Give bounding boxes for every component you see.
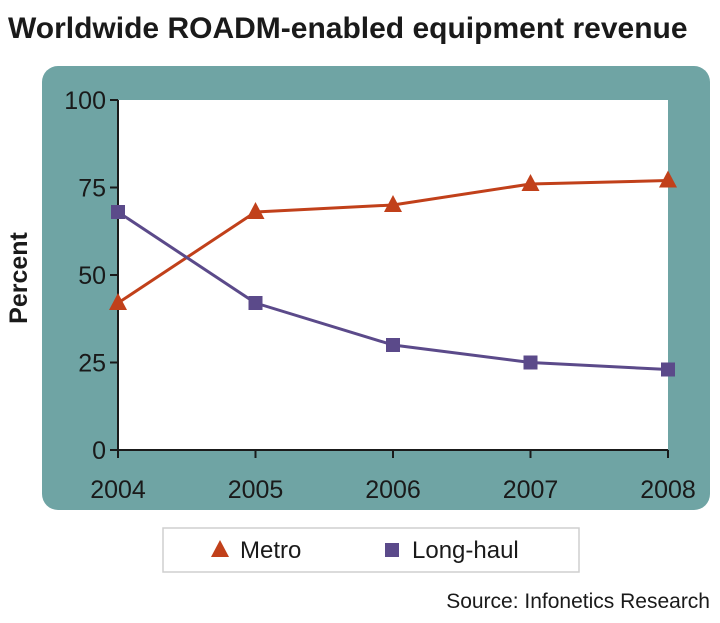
data-point-metro bbox=[384, 195, 402, 212]
legend bbox=[162, 527, 580, 573]
legend-marker-long-haul bbox=[385, 543, 399, 557]
data-point-metro bbox=[246, 202, 265, 219]
data-point-long-haul bbox=[661, 362, 675, 377]
y-tick-label: 100 bbox=[64, 87, 106, 115]
y-axis-label: Percent bbox=[5, 231, 33, 323]
axes: 0 25 50 75 100 2004 2005 2006 2007 2008 bbox=[64, 87, 696, 504]
data-point-metro bbox=[521, 174, 540, 191]
legend-marker-metro bbox=[211, 540, 229, 557]
x-tick-label: 2007 bbox=[503, 476, 559, 504]
legend-label-long-haul: Long-haul bbox=[412, 537, 519, 564]
y-tick-label: 25 bbox=[78, 350, 106, 378]
legend-items: Metro Long-haul bbox=[211, 537, 519, 564]
y-tick-label: 0 bbox=[92, 437, 106, 465]
series-layer bbox=[109, 170, 677, 377]
data-point-metro bbox=[109, 293, 127, 310]
y-tick-label: 50 bbox=[78, 262, 106, 290]
series-long-haul bbox=[111, 205, 675, 377]
data-point-metro bbox=[659, 170, 677, 188]
x-tick-label: 2004 bbox=[90, 476, 146, 504]
x-tick-label: 2008 bbox=[640, 476, 696, 504]
y-tick-label: 75 bbox=[78, 175, 106, 203]
series-metro bbox=[109, 170, 677, 310]
data-point-long-haul bbox=[111, 205, 125, 219]
data-point-long-haul bbox=[386, 338, 400, 352]
chart-title: Worldwide ROADM-enabled equipment revenu… bbox=[8, 12, 688, 45]
legend-label-metro: Metro bbox=[240, 537, 301, 564]
x-tick-label: 2005 bbox=[228, 476, 284, 504]
source-note: Source: Infonetics Research bbox=[446, 590, 710, 613]
data-point-long-haul bbox=[523, 355, 538, 370]
plot-area bbox=[118, 100, 668, 450]
x-tick-label: 2006 bbox=[365, 476, 421, 504]
data-point-long-haul bbox=[248, 296, 263, 310]
